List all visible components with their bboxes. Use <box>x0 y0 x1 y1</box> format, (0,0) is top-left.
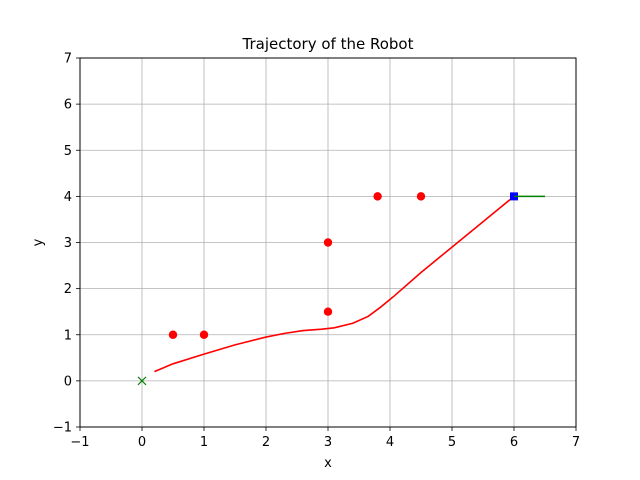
point-marker <box>323 307 333 316</box>
x-tick-label: 4 <box>386 435 394 450</box>
axis-ticks: −1 0 1 2 3 4 5 6 7 −1 0 1 2 3 4 5 6 7 <box>53 52 580 451</box>
x-tick-label: 1 <box>200 435 208 450</box>
chart-title: Trajectory of the Robot <box>242 35 414 53</box>
x-tick-label: 5 <box>448 435 456 450</box>
y-tick-label: 0 <box>64 374 72 389</box>
x-tick-label: 7 <box>572 435 580 450</box>
point-marker <box>416 192 426 201</box>
point-marker <box>199 330 209 339</box>
y-tick-label: −1 <box>53 421 72 436</box>
point-marker <box>137 376 147 386</box>
x-tick-label: 3 <box>324 435 332 450</box>
plot-series <box>137 192 545 386</box>
y-tick-label: 4 <box>64 190 72 205</box>
y-tick-label: 2 <box>64 282 72 297</box>
y-tick-label: 7 <box>64 52 72 67</box>
point-marker <box>168 330 178 339</box>
x-axis-label: x <box>324 456 332 471</box>
trajectory-line-0 <box>154 195 515 373</box>
y-axis-label: y <box>31 238 46 246</box>
point-marker <box>373 192 382 201</box>
x-tick-label: −1 <box>70 435 89 450</box>
y-tick-label: 3 <box>64 236 72 251</box>
y-tick-label: 1 <box>64 328 72 343</box>
point-marker <box>323 238 333 247</box>
x-tick-label: 6 <box>510 435 518 450</box>
y-tick-label: 5 <box>64 144 72 159</box>
x-tick-label: 0 <box>138 435 146 450</box>
x-marker-stroke <box>137 376 147 386</box>
y-tick-label: 6 <box>64 98 72 113</box>
x-tick-label: 2 <box>262 435 270 450</box>
